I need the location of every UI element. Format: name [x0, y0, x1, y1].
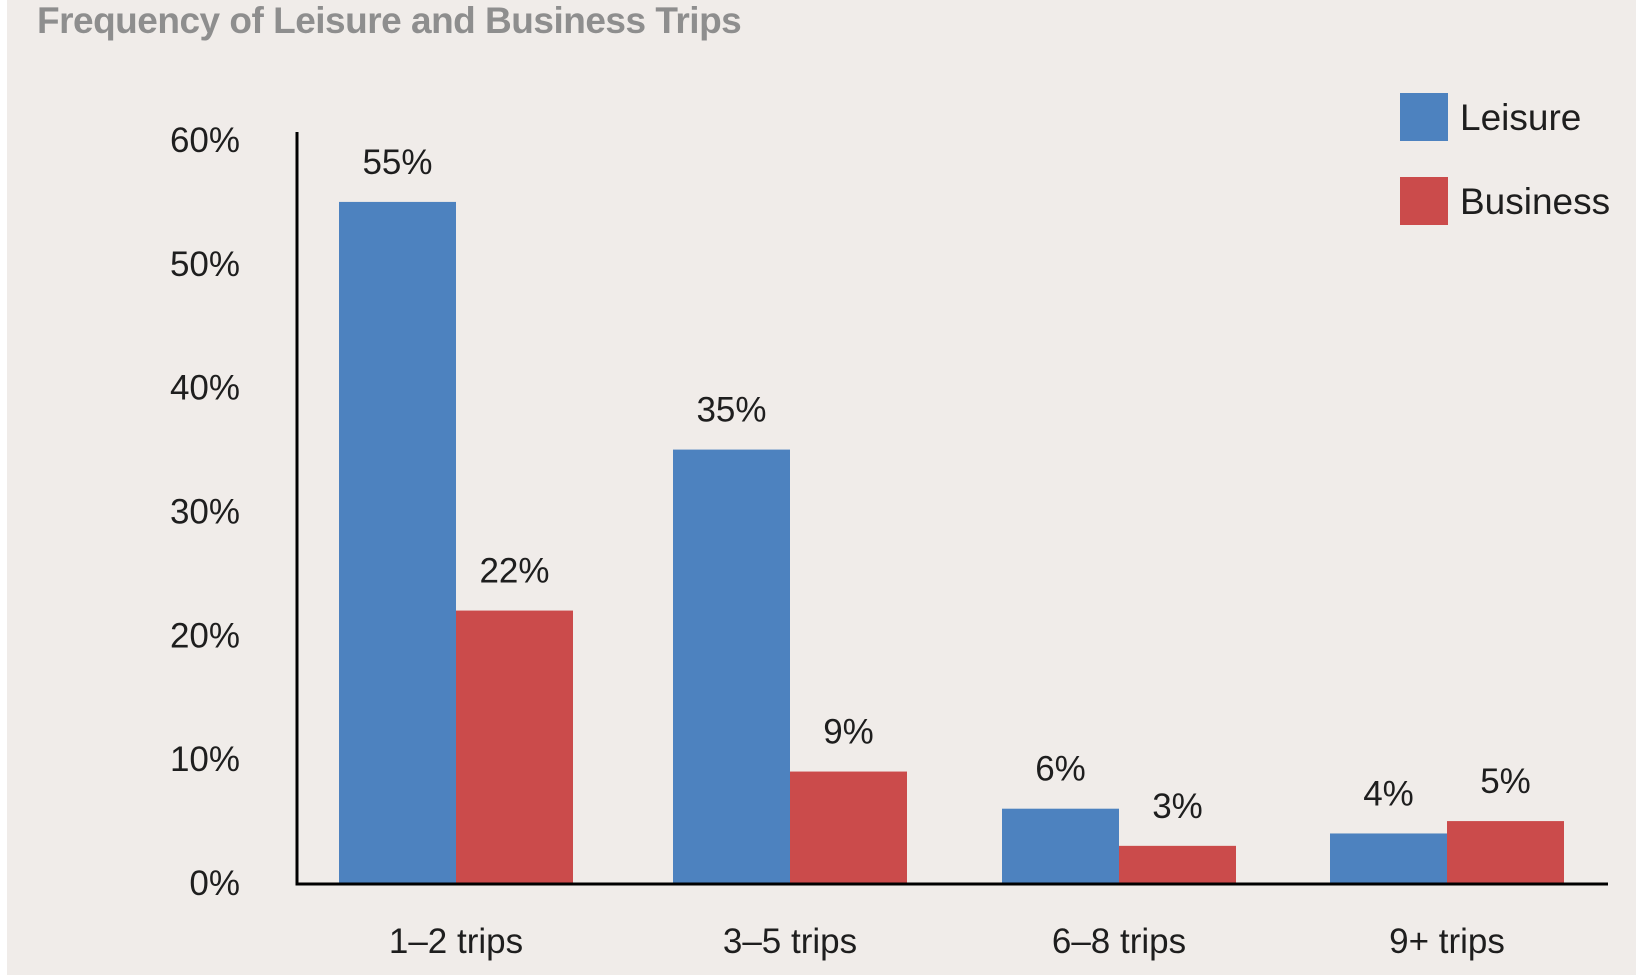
axes	[295, 132, 1608, 886]
y-tick-label: 0%	[189, 864, 240, 903]
bars	[339, 201, 1564, 883]
bar-leisure	[339, 201, 456, 883]
y-tick-label: 50%	[170, 245, 240, 284]
bar-leisure	[1002, 808, 1119, 883]
legend-label-leisure: Leisure	[1460, 97, 1581, 138]
bar-business	[1119, 845, 1236, 883]
data-label-leisure: 35%	[696, 391, 766, 430]
legend-label-business: Business	[1460, 181, 1610, 222]
data-label-leisure: 6%	[1035, 750, 1086, 789]
bar-business	[790, 771, 907, 883]
x-category-label: 6–8 trips	[1052, 922, 1186, 961]
y-tick-label: 30%	[170, 493, 240, 532]
y-tick-label: 20%	[170, 616, 240, 655]
data-label-business: 9%	[823, 713, 874, 752]
legend-swatch-leisure	[1400, 93, 1448, 141]
x-axis-category-labels: 1–2 trips 3–5 trips 6–8 trips 9+ trips	[389, 922, 1505, 961]
legend-swatch-business	[1400, 177, 1448, 225]
y-axis-tick-labels: 0% 10% 20% 30% 40% 50% 60%	[170, 121, 240, 903]
bar-business	[1447, 821, 1564, 883]
bar-leisure	[1330, 833, 1447, 883]
x-category-label: 1–2 trips	[389, 922, 523, 961]
y-tick-label: 60%	[170, 121, 240, 160]
bar-leisure	[673, 449, 790, 883]
data-label-leisure: 4%	[1363, 774, 1414, 813]
data-labels: 55% 22% 35% 9% 6% 3% 4% 5%	[362, 143, 1530, 826]
y-tick-label: 10%	[170, 740, 240, 779]
data-label-business: 22%	[479, 552, 549, 591]
y-tick-label: 40%	[170, 369, 240, 408]
x-category-label: 9+ trips	[1389, 922, 1505, 961]
data-label-leisure: 55%	[362, 143, 432, 182]
chart-title: Frequency of Leisure and Business Trips	[37, 0, 742, 41]
data-label-business: 3%	[1152, 787, 1203, 826]
x-category-label: 3–5 trips	[723, 922, 857, 961]
legend: Leisure Business	[1400, 93, 1610, 225]
bar-business	[456, 610, 573, 883]
data-label-business: 5%	[1480, 762, 1531, 801]
